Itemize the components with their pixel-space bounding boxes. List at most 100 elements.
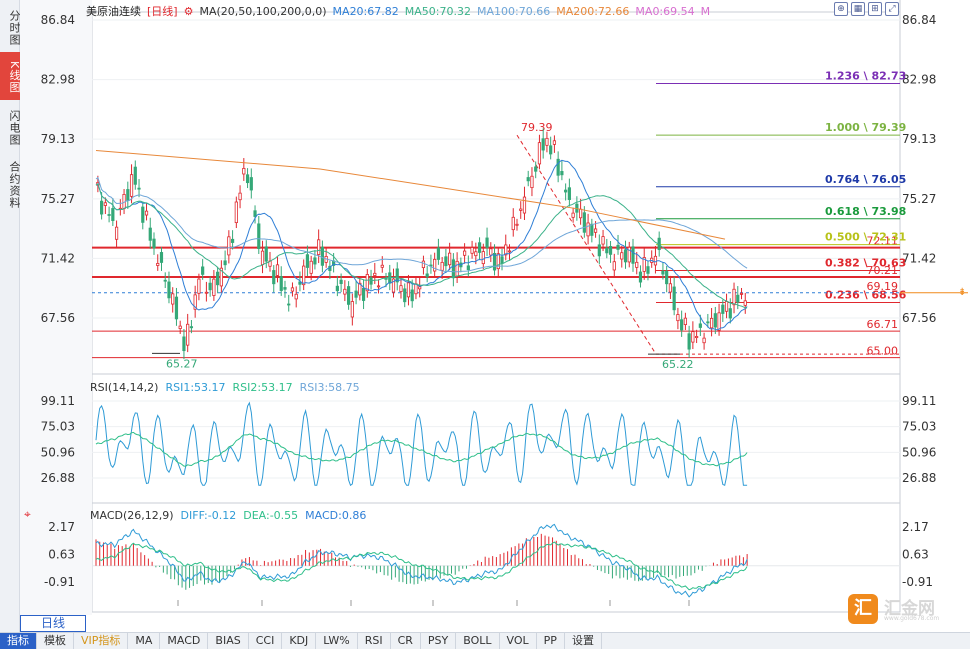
candle-body: [358, 282, 362, 296]
grid-icon[interactable]: ▦: [851, 2, 865, 16]
candle-body: [234, 201, 238, 224]
ind-rsi[interactable]: RSI: [358, 633, 391, 649]
candle-body: [257, 223, 261, 249]
fib-label: 0.764 \ 76.05: [825, 173, 906, 186]
candle-body: [201, 266, 205, 275]
macd-axis-label-left: -0.91: [44, 575, 75, 589]
indicator-bar: 指标 模板 VIP指标 MA MACD BIAS CCI KDJ LW% RSI CR PSY BOLL…: [0, 632, 970, 649]
main-legend: 美原油连续 [日线] ⚙ MA(20,50,100,200,0,0) MA20:67.8…: [86, 3, 716, 18]
candle-body: [638, 271, 643, 283]
crosshair-icon[interactable]: ⊕: [834, 2, 848, 16]
candle-body: [556, 158, 560, 176]
ind-settings[interactable]: 设置: [565, 633, 602, 649]
period-selector[interactable]: 日线: [20, 615, 86, 632]
candle-body: [504, 244, 508, 256]
ind-ma[interactable]: MA: [128, 633, 161, 649]
price-axis-label: 82.98: [902, 73, 936, 87]
candle-body: [687, 333, 691, 350]
candle-body: [103, 202, 107, 206]
candle-body: [152, 238, 156, 249]
candle-body: [141, 206, 145, 223]
tab-contract-info[interactable]: 合约资料: [8, 160, 21, 209]
candle-body: [193, 294, 197, 310]
candle-body: [485, 237, 489, 248]
candle-body: [107, 214, 111, 216]
fib-label: 0.618 \ 73.98: [825, 205, 906, 218]
price-axis-label-left: 75.27: [41, 192, 75, 206]
macd-axis-label: 2.17: [902, 520, 929, 534]
candle-body: [163, 279, 167, 282]
candle-body: [425, 273, 429, 278]
candle-body: [597, 244, 601, 257]
price-axis-label-left: 71.42: [41, 251, 75, 265]
candle-body: [627, 246, 631, 263]
candle-body: [470, 247, 474, 254]
price-axis-label-left: 79.13: [41, 132, 75, 146]
candle-body: [623, 249, 628, 263]
candle-body: [448, 252, 452, 266]
candle-body: [317, 239, 321, 255]
ind-psy[interactable]: PSY: [421, 633, 457, 649]
candle-body: [260, 250, 265, 266]
macd-legend: MACD(26,12,9) DIFF:-0.12 DEA:-0.55 MACD:0.8…: [90, 509, 373, 522]
candle-body: [683, 317, 687, 326]
ind-tab-vip[interactable]: VIP指标: [74, 633, 129, 649]
candle-body: [440, 261, 444, 271]
ind-bias[interactable]: BIAS: [208, 633, 249, 649]
gear-icon[interactable]: ⚙: [183, 5, 194, 18]
fib-label: 1.000 \ 79.39: [825, 121, 906, 134]
ma20-value: MA20:67.82: [332, 5, 399, 18]
candle-body: [526, 177, 530, 182]
candle-body: [148, 227, 152, 241]
zoom-icon[interactable]: ⊞: [868, 2, 882, 16]
chart-canvas[interactable]: 86.84 86.84 82.98 82.98 79.13 79.13 75.27 75.27…: [20, 0, 970, 615]
candle-body: [373, 272, 377, 276]
ma200-value: MA200:72.66: [556, 5, 630, 18]
watermark-url: www.gold678.com: [884, 615, 940, 622]
ind-macd[interactable]: MACD: [160, 633, 209, 649]
left-gutter: [20, 0, 92, 615]
candle-body: [451, 259, 455, 279]
target-icon[interactable]: ⌖: [24, 507, 31, 521]
price-axis-label: 79.13: [902, 132, 936, 146]
candle-body: [242, 167, 246, 175]
macd-axis-label: -0.91: [902, 575, 933, 589]
ind-vol[interactable]: VOL: [500, 633, 537, 649]
candle-body: [129, 174, 134, 197]
ind-boll[interactable]: BOLL: [456, 633, 500, 649]
ind-cr[interactable]: CR: [391, 633, 421, 649]
expand-icon[interactable]: ⤢: [885, 2, 899, 16]
ind-tab-template[interactable]: 模板: [37, 633, 74, 649]
price-axis-label: 75.27: [902, 192, 936, 206]
ind-tab-indicator[interactable]: 指标: [0, 633, 37, 649]
price-axis-label-left: 86.84: [41, 13, 75, 27]
candle-body: [680, 319, 684, 331]
candle-body: [436, 247, 441, 260]
price-axis-label: 86.84: [902, 13, 936, 27]
candle-body: [586, 222, 590, 237]
candle-body: [567, 187, 571, 200]
rsi3-value: RSI3:58.75: [299, 381, 360, 394]
ind-pp[interactable]: PP: [537, 633, 565, 649]
candle-body: [429, 264, 433, 267]
ind-kdj[interactable]: KDJ: [282, 633, 317, 649]
candle-body: [111, 208, 115, 221]
candle-body: [287, 303, 291, 306]
candle-body: [174, 296, 179, 320]
candle-body: [339, 279, 343, 285]
candle-body: [249, 177, 253, 191]
ma20-line: [95, 159, 748, 331]
candle-body: [264, 246, 268, 262]
tab-kline[interactable]: K线图: [0, 52, 21, 100]
price-axis-label-left: 82.98: [41, 73, 75, 87]
candle-body: [728, 308, 732, 319]
candle-body: [549, 145, 553, 155]
candle-body: [545, 137, 549, 146]
ind-lw[interactable]: LW%: [316, 633, 358, 649]
candle-body: [571, 212, 575, 218]
candle-body: [579, 208, 583, 219]
ind-cci[interactable]: CCI: [249, 633, 283, 649]
candle-body: [608, 246, 613, 255]
tab-timeshare[interactable]: 分时图: [8, 9, 21, 46]
tab-flash[interactable]: 闪电图: [8, 109, 21, 146]
